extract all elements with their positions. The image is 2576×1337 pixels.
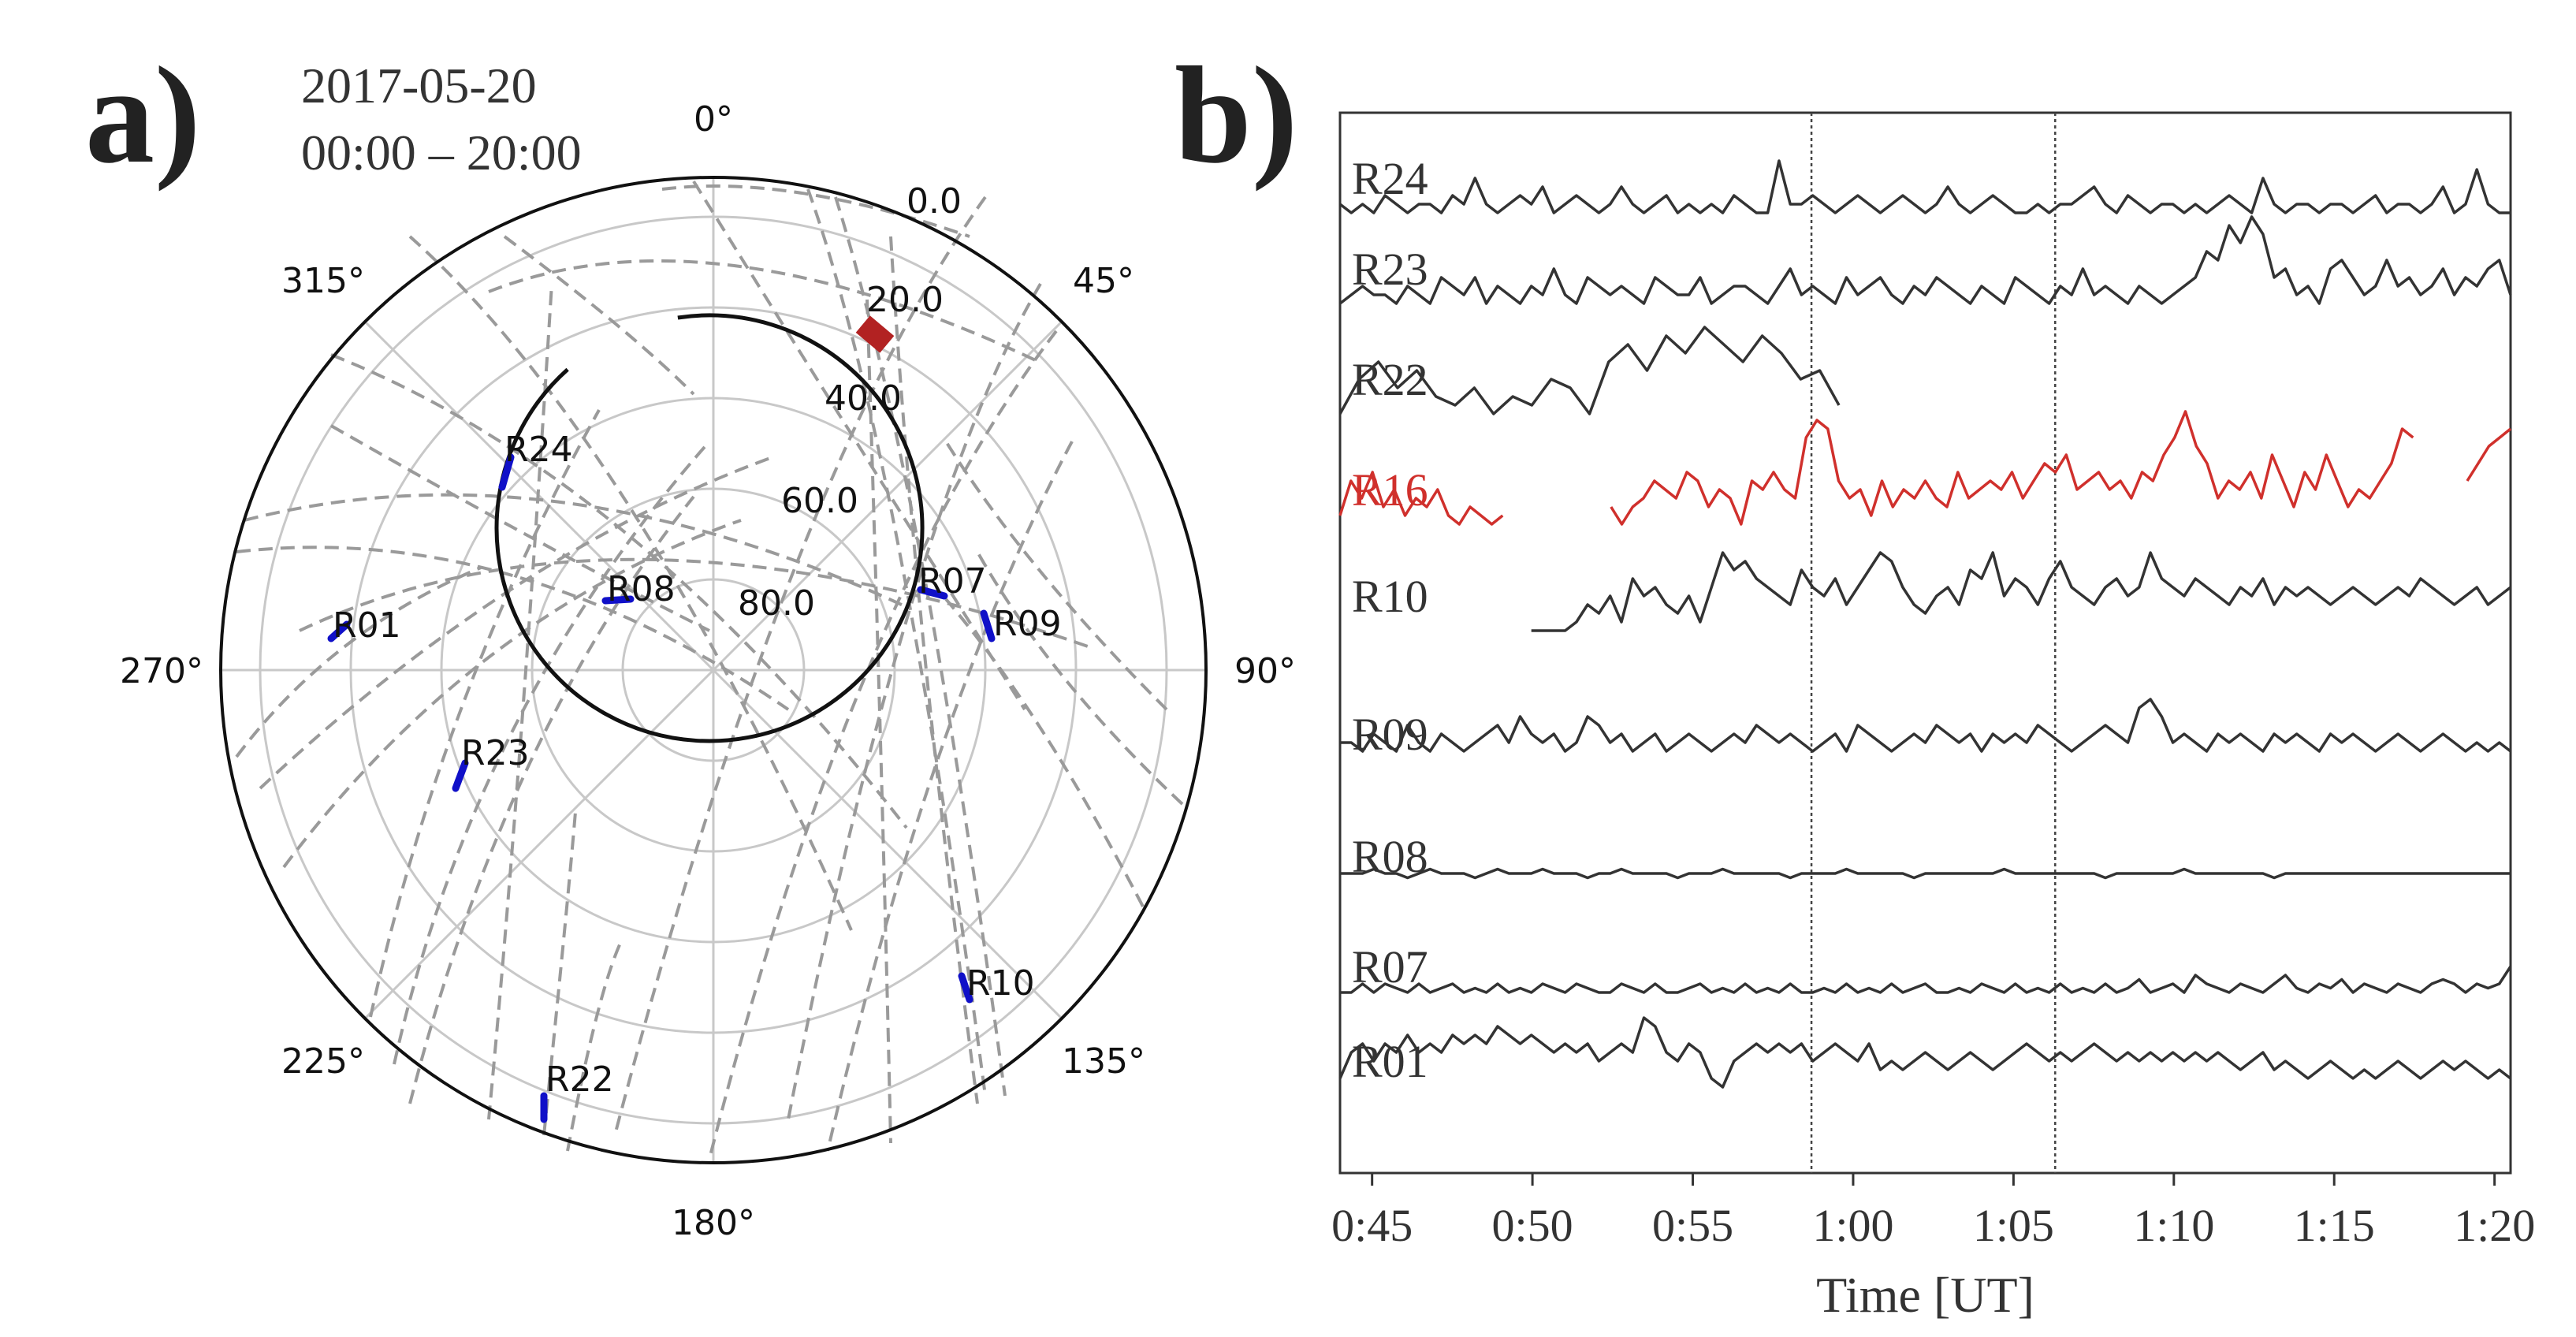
- field-line-curve: [282, 519, 742, 869]
- panel-a-time-range: 00:00 – 20:00: [301, 125, 582, 181]
- field-line-curve: [488, 259, 1041, 364]
- field-line-curve: [235, 566, 482, 758]
- series-label-r24: R24: [1352, 153, 1428, 204]
- x-tick-label: 0:45: [1331, 1200, 1413, 1251]
- field-line-curve: [865, 299, 892, 1144]
- field-line-curve: [708, 330, 1058, 1160]
- series-line-r08: [1340, 867, 2511, 880]
- conjunction-highlight: [855, 315, 895, 353]
- field-line-curve: [503, 235, 695, 396]
- series-label-r10: R10: [1352, 571, 1428, 622]
- field-line-curve: [542, 811, 577, 1136]
- time-series-plot: 0:45 0:50 0:55 1:00 1:05 1:10 1:15 1:20 Time [UT…: [1331, 111, 2535, 1323]
- station-marker-r08: [601, 595, 635, 605]
- field-line-curve: [889, 236, 979, 1104]
- radial-tick-label: 40.0: [825, 378, 902, 419]
- polar-plot: 0° 45° 90° 135° 180° 225° 270° 315° 0.0 20.0 40.0 6…: [120, 99, 1296, 1243]
- angle-tick-label: 225°: [281, 1041, 365, 1082]
- series-line-r23: [1338, 215, 2512, 305]
- station-label-r22: R22: [545, 1060, 614, 1100]
- station-label-r10: R10: [966, 963, 1035, 1004]
- panel-b-label: b): [1174, 39, 1298, 192]
- station-marker-r24: [498, 453, 515, 491]
- field-line-curve: [566, 937, 624, 1152]
- station-marker-r07: [917, 586, 948, 600]
- outer-boundary-circle: [219, 176, 1208, 1164]
- field-line-curve: [826, 441, 1074, 1152]
- series-line-r22: [1338, 326, 1841, 415]
- field-line-curve: [408, 495, 695, 1104]
- series-label-r09: R09: [1352, 709, 1428, 760]
- series-label-r01: R01: [1352, 1036, 1428, 1087]
- x-tick-label: 1:15: [2294, 1200, 2375, 1251]
- angular-grid-line: [363, 668, 715, 1020]
- station-marker-r10: [958, 972, 973, 1004]
- series-label-r08: R08: [1352, 831, 1428, 882]
- x-tick-label: 1:05: [1973, 1200, 2054, 1251]
- angle-tick-label: 270°: [120, 651, 203, 691]
- field-line-curve: [369, 409, 601, 1018]
- angle-tick-label: 0°: [694, 99, 733, 140]
- series-line-r01: [1338, 1016, 2512, 1089]
- x-tick-label: 1:10: [2133, 1200, 2214, 1251]
- field-line-curve: [944, 598, 1145, 907]
- field-line-curve: [408, 235, 853, 931]
- series-line-r24: [1338, 159, 2511, 214]
- field-line-curve: [244, 493, 907, 609]
- angle-tick-label: 90°: [1234, 651, 1296, 691]
- field-line-curve: [330, 353, 908, 829]
- radial-tick-label: 0.0: [906, 181, 962, 222]
- x-tick-label: 1:20: [2454, 1200, 2535, 1251]
- panel-a-date: 2017-05-20: [301, 58, 537, 114]
- angle-tick-label: 315°: [281, 261, 365, 301]
- x-tick-label: 0:50: [1492, 1200, 1573, 1251]
- station-marker-r09: [980, 609, 996, 642]
- station-label-r01: R01: [333, 605, 401, 646]
- station-label-r23: R23: [461, 733, 530, 773]
- field-line-curve: [393, 440, 711, 1065]
- series-line-r09: [1340, 698, 2512, 753]
- x-axis-title: Time [UT]: [1816, 1267, 2034, 1323]
- field-line-curve: [487, 283, 553, 1120]
- station-label-r08: R08: [607, 569, 676, 609]
- series-label-r23: R23: [1352, 244, 1428, 295]
- panel-a-label: a): [85, 39, 201, 192]
- series-line-r16: [1338, 410, 2512, 526]
- angle-tick-label: 45°: [1073, 261, 1134, 301]
- field-line-curve: [236, 546, 790, 711]
- angular-grid-line: [712, 668, 1063, 1020]
- station-label-r24: R24: [504, 430, 573, 470]
- series-label-r22: R22: [1352, 354, 1428, 405]
- radial-tick-label: 20.0: [866, 280, 944, 320]
- field-line-curve: [692, 180, 1026, 711]
- station-marker-r23: [452, 759, 469, 792]
- satellite-trajectory: [494, 313, 925, 743]
- field-line-curve: [976, 551, 1184, 806]
- angle-tick-label: 135°: [1062, 1041, 1145, 1082]
- station-label-r07: R07: [918, 561, 987, 601]
- series-label-r16: R16: [1352, 464, 1428, 516]
- radial-tick-label: 60.0: [781, 481, 858, 521]
- angle-tick-label: 180°: [672, 1203, 755, 1243]
- field-line-curve: [330, 424, 710, 632]
- series-line-r10: [1531, 551, 2512, 632]
- field-line-curve: [613, 196, 987, 1136]
- field-line-curve: [806, 188, 987, 1097]
- series-line-r07: [1340, 966, 2512, 994]
- field-line-curve: [834, 196, 1007, 1097]
- field-line-curve: [259, 456, 773, 790]
- field-line-curve: [944, 440, 1168, 711]
- x-tick-label: 0:55: [1652, 1200, 1733, 1251]
- station-label-r09: R09: [993, 604, 1062, 644]
- x-tick-label: 1:00: [1812, 1200, 1893, 1251]
- plot-frame: [1338, 111, 2512, 1175]
- series-label-r07: R07: [1352, 941, 1428, 993]
- station-marker-r01: [327, 620, 351, 642]
- radial-tick-label: 80.0: [738, 583, 815, 624]
